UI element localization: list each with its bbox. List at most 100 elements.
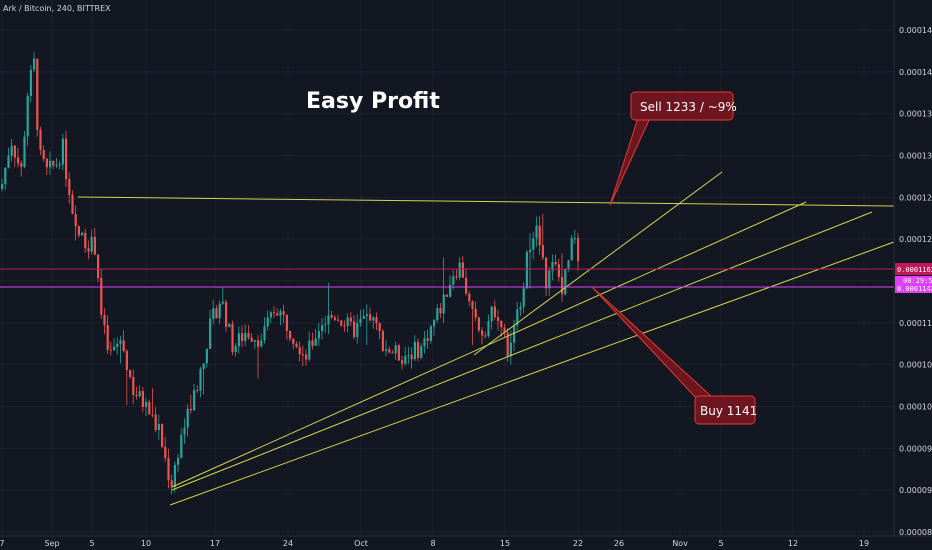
candle-body xyxy=(87,248,90,252)
trendline-2[interactable] xyxy=(171,211,873,491)
time-tick-label: 7 xyxy=(0,539,5,548)
candle-body xyxy=(234,346,237,352)
price-tick-label: 0.00008500 xyxy=(899,528,932,537)
price-axis[interactable]: 0.00014500 0.00014000 0.00013500 0.00013000… xyxy=(893,0,932,550)
candle-body xyxy=(388,349,391,353)
candle-body xyxy=(97,254,100,278)
candle-body xyxy=(212,308,215,319)
candle-body xyxy=(148,402,151,415)
candle-body xyxy=(509,342,512,356)
candle-body xyxy=(177,457,180,465)
candle-body xyxy=(538,225,541,246)
candle-body xyxy=(423,338,426,347)
candle-body xyxy=(225,301,228,327)
time-tick-label: 24 xyxy=(283,539,293,548)
candle-body xyxy=(81,232,84,236)
candle-body xyxy=(58,164,61,166)
candle-body xyxy=(42,150,45,159)
candle-body xyxy=(36,58,39,130)
time-tick-label: 26 xyxy=(614,539,624,548)
candle-body xyxy=(449,284,452,297)
trendline-1[interactable] xyxy=(171,201,807,488)
time-tick-label: 19 xyxy=(859,539,869,548)
candle-body xyxy=(474,308,477,318)
candle-body xyxy=(551,261,554,271)
candle-body xyxy=(93,236,96,255)
candle-body xyxy=(353,321,356,338)
candle-body xyxy=(145,402,148,407)
candle-body xyxy=(257,340,260,347)
candle-body xyxy=(468,293,471,302)
candle-body xyxy=(84,232,87,249)
time-axis[interactable]: 7 Sep 5 10 17 24 Oct 8 15 22 26 Nov 5 12 19 xyxy=(0,535,932,548)
candle-body xyxy=(356,322,359,338)
trendline-steep[interactable] xyxy=(473,171,723,356)
buy-callout[interactable]: Buy 1141 xyxy=(591,286,757,425)
time-axis-ticks: 7 Sep 5 10 17 24 Oct 8 15 22 26 Nov 5 12 19 xyxy=(0,539,869,548)
candle-body xyxy=(407,354,410,356)
candle-body xyxy=(500,320,503,328)
candle-body xyxy=(113,346,116,351)
sell-callout[interactable]: Sell 1233 / ~9% xyxy=(609,91,737,206)
candle-body xyxy=(129,369,132,377)
candle-body xyxy=(311,340,314,346)
candle-body xyxy=(337,319,340,321)
candle-body xyxy=(567,260,570,270)
candle-body xyxy=(381,331,384,351)
resistance-line[interactable] xyxy=(77,196,895,207)
candle-body xyxy=(471,301,474,309)
candle-body xyxy=(266,317,269,327)
candle-body xyxy=(532,238,535,250)
candle-body xyxy=(4,167,7,185)
candle-body xyxy=(10,145,13,156)
price-tick-label: 0.00014000 xyxy=(899,68,932,77)
candle-body xyxy=(577,237,580,262)
candle-body xyxy=(106,324,109,350)
candle-body xyxy=(513,325,516,343)
candle-body xyxy=(503,327,506,333)
price-tick-label: 0.00010000 xyxy=(899,403,932,412)
candle-body xyxy=(20,163,23,167)
candle-body xyxy=(285,314,288,331)
candle-body xyxy=(375,317,378,324)
candle-body xyxy=(170,480,173,488)
time-tick-label: Nov xyxy=(672,539,688,548)
time-tick-label: 5 xyxy=(89,539,94,548)
time-tick-label: 12 xyxy=(788,539,798,548)
candle-body xyxy=(525,251,528,289)
candle-body xyxy=(519,306,522,310)
candle-body xyxy=(442,294,445,314)
candle-body xyxy=(343,325,346,327)
candle-body xyxy=(68,179,71,195)
candle-body xyxy=(541,245,544,258)
candle-body xyxy=(250,337,253,342)
candle-body xyxy=(426,338,429,341)
magenta-price-tag-text: 0.00011420 xyxy=(897,285,932,293)
candle-body xyxy=(103,314,106,325)
candle-body xyxy=(324,324,327,326)
time-tick-label: 8 xyxy=(430,539,435,548)
candle-body xyxy=(410,354,413,360)
candle-body xyxy=(506,332,509,356)
candle-body xyxy=(231,323,234,352)
candle-body xyxy=(39,129,42,151)
candle-body xyxy=(135,394,138,397)
candle-body xyxy=(461,262,464,278)
time-tick-label: 15 xyxy=(500,539,510,548)
candle-body xyxy=(269,312,272,318)
trendlines xyxy=(77,171,895,506)
candle-body xyxy=(477,317,480,331)
candle-body xyxy=(209,318,212,349)
candle-body xyxy=(561,276,564,295)
candle-body xyxy=(119,340,122,344)
candle-body xyxy=(487,321,490,337)
candle-body xyxy=(279,311,282,316)
time-tick-label: 22 xyxy=(573,539,583,548)
trendline-3[interactable] xyxy=(169,241,895,506)
candle-body xyxy=(522,288,525,307)
price-tick-label: 0.00010500 xyxy=(899,361,932,370)
candle-body xyxy=(365,314,368,316)
candle-body xyxy=(394,345,397,354)
candle-body xyxy=(132,376,135,395)
